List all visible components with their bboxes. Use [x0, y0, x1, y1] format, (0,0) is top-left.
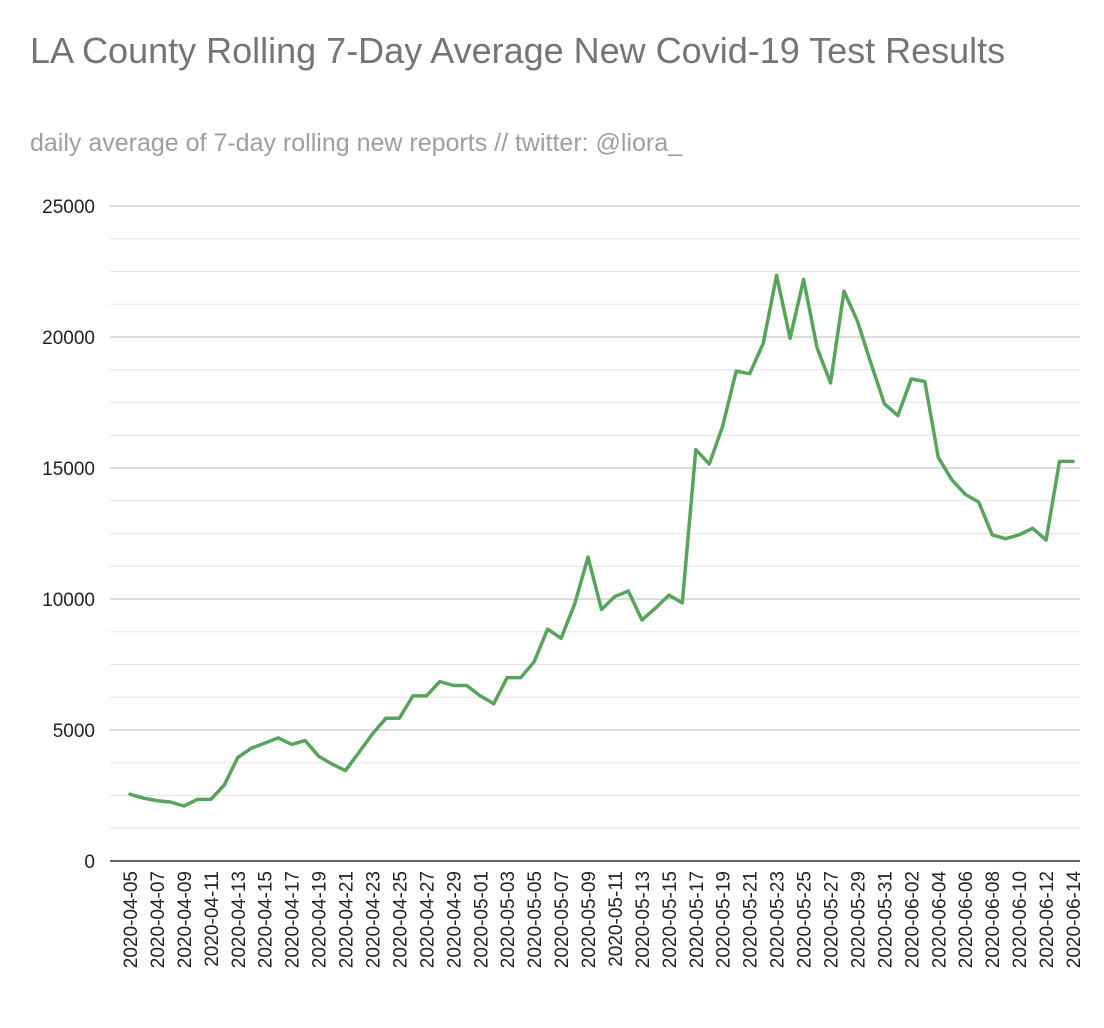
x-tick-label: 2020-06-10: [1010, 871, 1031, 968]
x-tick-label: 2020-05-19: [714, 871, 735, 968]
x-tick-label: 2020-04-15: [256, 871, 277, 968]
y-tick-label: 15000: [42, 459, 95, 480]
x-tick-label: 2020-04-07: [148, 871, 169, 968]
x-tick-label: 2020-05-13: [633, 871, 654, 968]
y-tick-label: 10000: [42, 590, 95, 611]
x-tick-label: 2020-06-12: [1037, 871, 1058, 968]
y-tick-label: 0: [84, 852, 95, 873]
x-tick-label: 2020-04-09: [175, 871, 196, 968]
x-tick-label: 2020-04-11: [202, 871, 223, 967]
y-tick-label: 25000: [42, 197, 95, 218]
x-tick-label: 2020-05-29: [848, 871, 869, 968]
x-tick-label: 2020-05-11: [606, 871, 627, 967]
x-tick-label: 2020-04-27: [417, 871, 438, 968]
x-tick-label: 2020-06-08: [983, 871, 1004, 968]
x-tick-label: 2020-05-25: [795, 871, 816, 968]
x-tick-label: 2020-05-31: [875, 871, 896, 968]
x-tick-label: 2020-04-29: [444, 871, 465, 968]
x-tick-label: 2020-05-07: [552, 871, 573, 968]
x-tick-label: 2020-04-17: [283, 871, 304, 968]
x-tick-label: 2020-05-03: [498, 871, 519, 968]
y-tick-label: 20000: [42, 328, 95, 349]
x-tick-label: 2020-04-05: [121, 871, 142, 968]
x-tick-label: 2020-05-27: [822, 871, 843, 968]
x-tick-label: 2020-04-23: [363, 871, 384, 968]
x-tick-label: 2020-04-25: [390, 871, 411, 968]
x-tick-label: 2020-04-21: [337, 871, 358, 968]
x-tick-label: 2020-05-05: [525, 871, 546, 968]
chart-subtitle: daily average of 7-day rolling new repor…: [30, 129, 683, 157]
x-tick-label: 2020-05-17: [687, 871, 708, 968]
x-tick-label: 2020-05-09: [579, 871, 600, 968]
x-tick-label: 2020-05-01: [471, 871, 492, 968]
x-tick-label: 2020-05-15: [660, 871, 681, 968]
series-line: [128, 273, 1075, 808]
chart-title: LA County Rolling 7-Day Average New Covi…: [30, 30, 1006, 71]
x-tick-label: 2020-06-14: [1064, 871, 1085, 969]
x-tick-label: 2020-04-13: [229, 871, 250, 968]
x-tick-label: 2020-05-23: [768, 871, 789, 968]
x-tick-label: 2020-04-19: [310, 871, 331, 968]
x-tick-label: 2020-06-02: [902, 871, 923, 968]
x-tick-label: 2020-05-21: [741, 871, 762, 968]
x-tick-label: 2020-06-06: [956, 871, 977, 968]
x-tick-label: 2020-06-04: [929, 871, 950, 969]
y-tick-label: 5000: [53, 721, 95, 742]
